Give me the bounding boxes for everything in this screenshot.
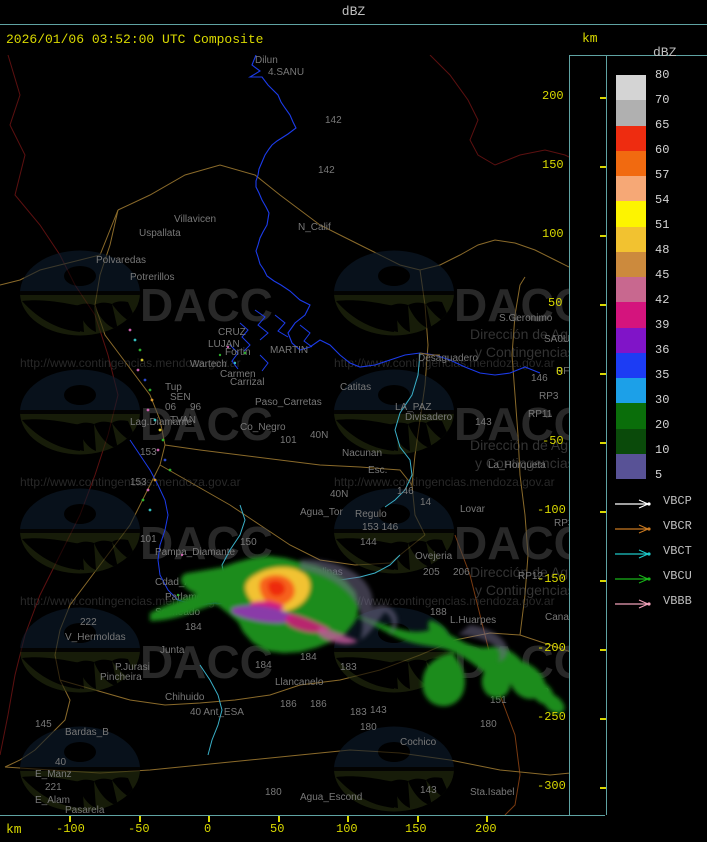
svg-text:RP11: RP11 [528,409,553,420]
svg-text:180: 180 [265,787,282,798]
svg-text:14: 14 [420,497,432,508]
svg-text:Pasarela: Pasarela [65,805,105,815]
svg-text:150: 150 [240,537,257,548]
svg-text:Fortin: Fortin [225,347,251,358]
svg-text:Dilun: Dilun [255,55,278,66]
svg-text:221: 221 [45,782,62,793]
svg-text:184: 184 [185,622,202,633]
svg-text:Esc.: Esc. [368,465,387,476]
svg-text:186: 186 [280,699,297,710]
svg-text:RP3: RP3 [554,518,569,529]
svg-text:La_Horqueta: La_Horqueta [488,460,546,471]
svg-text:Pampa_Diamante: Pampa_Diamante [155,547,235,558]
svg-text:S.Geronimo: S.Geronimo [499,313,553,324]
svg-text:142: 142 [325,115,342,126]
svg-text:Lovar: Lovar [460,504,486,515]
svg-text:146: 146 [397,486,414,497]
svg-text:153 146: 153 146 [362,522,399,533]
svg-text:143: 143 [370,705,387,716]
svg-text:205: 205 [423,567,440,578]
svg-text:Pincheira: Pincheira [100,672,142,683]
svg-text:101: 101 [280,435,297,446]
svg-text:145: 145 [35,719,52,730]
svg-text:153: 153 [130,477,147,488]
svg-text:184: 184 [255,660,272,671]
svg-text:183: 183 [340,662,357,673]
svg-text:4.SANU: 4.SANU [268,67,304,78]
svg-text:153: 153 [140,447,157,458]
svg-text:40 Ant_ESA: 40 Ant_ESA [190,707,244,718]
svg-text:186: 186 [310,699,327,710]
svg-text:206: 206 [453,567,470,578]
svg-text:Catitas: Catitas [340,382,371,393]
svg-text:DACC: DACC [454,517,569,569]
svg-text:CRUZ: CRUZ [218,327,246,338]
svg-text:143: 143 [475,417,492,428]
svg-text:RP3: RP3 [539,391,559,402]
svg-text:96: 96 [190,402,202,413]
svg-text:Potrerillos: Potrerillos [130,272,174,283]
svg-text:Agua_Escond: Agua_Escond [300,792,362,803]
svg-text:MARTIN: MARTIN [270,345,308,356]
svg-text:Desaguadero: Desaguadero [418,353,478,364]
svg-text:183: 183 [350,707,367,718]
svg-text:Carrizal: Carrizal [230,377,264,388]
svg-text:Villavicen: Villavicen [174,214,216,225]
svg-text:180: 180 [480,719,497,730]
svg-text:Agua_Tor: Agua_Tor [300,507,343,518]
svg-text:40N: 40N [310,430,328,441]
svg-text:DACC: DACC [140,636,273,688]
svg-text:E_Manz: E_Manz [35,769,72,780]
svg-text:101: 101 [140,534,157,545]
svg-text:L.Huarpes: L.Huarpes [450,615,496,626]
svg-text:146: 146 [531,373,548,384]
svg-text:Bardas_B: Bardas_B [65,727,109,738]
svg-text:y Contingencias Climáticas: y Contingencias Climáticas [475,344,569,360]
svg-text:Ovejeria: Ovejeria [415,551,453,562]
svg-text:143: 143 [420,785,437,796]
svg-text:40N: 40N [330,489,348,500]
svg-text:142: 142 [318,165,335,176]
svg-text:Junta: Junta [160,645,185,656]
svg-text:Uspallata: Uspallata [139,228,181,239]
svg-text:06: 06 [165,402,177,413]
svg-text:Regulo: Regulo [355,509,387,520]
svg-text:Lag.Diamante: Lag.Diamante [130,417,193,428]
svg-text:Canalejas: Canalejas [545,612,569,623]
svg-text:Paso_Carretas: Paso_Carretas [255,397,322,408]
svg-text:SA0U: SA0U [544,334,569,345]
svg-text:Chihuido: Chihuido [165,692,205,703]
svg-text:180: 180 [360,722,377,733]
svg-text:Llancanelo: Llancanelo [275,677,324,688]
svg-text:Nacunan: Nacunan [342,448,382,459]
svg-text:188: 188 [430,607,447,618]
svg-text:144: 144 [360,537,377,548]
svg-text:Cochico: Cochico [400,737,437,748]
svg-text:40: 40 [55,757,67,768]
svg-text:Polvaredas: Polvaredas [96,255,146,266]
svg-text:DACC: DACC [140,279,273,331]
svg-text:Sta.Isabel: Sta.Isabel [470,787,514,798]
svg-text:Co_Negro: Co_Negro [240,422,286,433]
svg-text:N_Calif: N_Calif [298,222,331,233]
svg-text:222: 222 [80,617,97,628]
svg-text:V_Hermoldas: V_Hermoldas [65,632,126,643]
svg-text:http://www.contingencias.mendo: http://www.contingencias.mendoza.gov.ar [334,475,555,489]
svg-text:Divisadero: Divisadero [405,412,453,423]
svg-text:184: 184 [300,652,317,663]
